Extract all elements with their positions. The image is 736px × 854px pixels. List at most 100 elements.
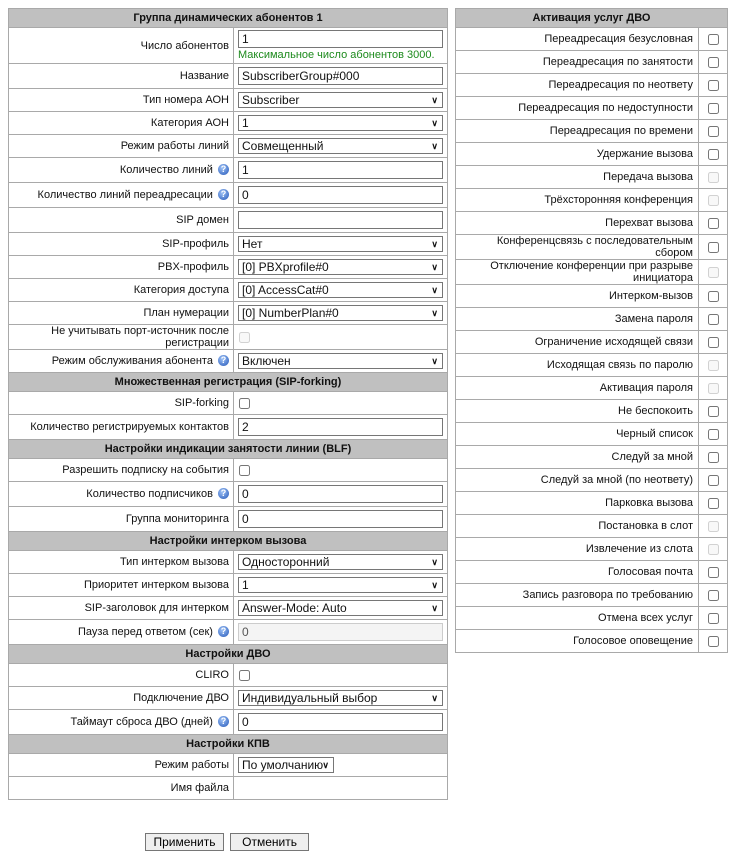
service-checkbox[interactable] [708,148,719,160]
field-label-cell: Количество линий переадресации ? [8,182,234,208]
service-row: Удержание вызова [455,142,728,166]
field-value-cell: 0 [233,481,448,507]
field-input[interactable]: 0 [238,713,443,731]
field-value-cell [233,207,448,233]
field-label-cell: Подключение ДВО [8,686,234,710]
service-checkbox[interactable] [708,217,719,229]
form-row: SIP-заголовок для интерком Answer-Mode: A… [8,596,448,620]
form-row: Режим обслуживания абонента ? Включен ∨ [8,349,448,373]
service-row: Активация пароля [455,376,728,400]
service-checkbox[interactable] [708,428,719,440]
field-input[interactable] [238,211,443,229]
help-icon[interactable]: ? [218,355,229,366]
field-hint: Максимальное число абонентов 3000. [238,49,435,61]
field-select[interactable]: [0] NumberPlan#0 ∨ [238,305,443,321]
service-label: Переадресация по недоступности [455,96,699,120]
field-label-cell: Пауза перед ответом (сек) ? [8,619,234,645]
service-row: Отключение конференции при разрыве иници… [455,259,728,285]
service-checkbox[interactable] [708,474,719,486]
cancel-button[interactable]: Отменить [230,833,310,851]
service-checkbox[interactable] [708,589,719,601]
field-select[interactable]: 1 ∨ [238,115,443,131]
field-input[interactable]: 1 [238,30,443,48]
service-checkbox [708,543,719,555]
service-label: Исходящая связь по паролю [455,353,699,377]
field-select[interactable]: 1 ∨ [238,577,443,593]
selected-option: [0] PBXprofile#0 [242,260,329,274]
service-label: Постановка в слот [455,514,699,538]
service-checkbox[interactable] [708,451,719,463]
service-label: Перехват вызова [455,211,699,235]
service-row: Не беспокоить [455,399,728,423]
service-label: Следуй за мной (по неответу) [455,468,699,492]
service-label: Переадресация по времени [455,119,699,143]
field-label: Разрешить подписку на события [62,464,229,476]
help-icon[interactable]: ? [218,189,229,200]
service-checkbox-cell [698,560,728,584]
form-row: Подключение ДВО Индивидуальный выбор ∨ [8,686,448,710]
field-select[interactable]: Индивидуальный выбор ∨ [238,690,443,706]
service-checkbox[interactable] [708,56,719,68]
field-checkbox [239,331,250,343]
field-select[interactable]: Subscriber ∨ [238,92,443,108]
field-label: SIP-заголовок для интерком [84,602,229,614]
service-checkbox[interactable] [708,612,719,624]
field-label: Режим работы линий [120,140,229,152]
field-select[interactable]: По умолчанию ∨ [238,757,334,773]
help-icon[interactable]: ? [218,164,229,175]
field-checkbox[interactable] [239,397,250,409]
service-checkbox[interactable] [708,405,719,417]
field-label: Таймаут сброса ДВО (дней) [70,716,213,728]
field-input[interactable]: SubscriberGroup#000 [238,67,443,85]
help-icon[interactable]: ? [218,626,229,637]
service-checkbox[interactable] [708,33,719,45]
field-select[interactable]: Включен ∨ [238,353,443,369]
field-value-cell [233,776,448,800]
field-label: PBX-профиль [157,261,229,273]
field-select[interactable]: [0] AccessCat#0 ∨ [238,282,443,298]
form-row: План нумерации [0] NumberPlan#0 ∨ [8,301,448,325]
field-select[interactable]: [0] PBXprofile#0 ∨ [238,259,443,275]
field-label: Тип интерком вызова [119,556,229,568]
form-row: Тип интерком вызова Односторонний ∨ [8,550,448,574]
service-label: Интерком-вызов [455,284,699,308]
field-select[interactable]: Совмещенный ∨ [238,138,443,154]
field-select[interactable]: Нет ∨ [238,236,443,252]
chevron-down-icon: ∨ [431,95,438,105]
apply-button[interactable]: Применить [145,833,224,851]
form-row: Количество линий переадресации ? 0 [8,182,448,208]
chevron-down-icon: ∨ [431,308,438,318]
service-checkbox-cell [698,445,728,469]
field-input[interactable]: 2 [238,418,443,436]
service-label: Отключение конференции при разрыве иници… [455,259,699,285]
service-checkbox-cell [698,307,728,331]
service-row: Запись разговора по требованию [455,583,728,607]
field-input[interactable]: 0 [238,186,443,204]
service-checkbox[interactable] [708,102,719,114]
field-select[interactable]: Односторонний ∨ [238,554,443,570]
field-select[interactable]: Answer-Mode: Auto ∨ [238,600,443,616]
help-icon[interactable]: ? [218,488,229,499]
service-row: Конференцсвязь с последовательным сбором [455,234,728,260]
service-checkbox[interactable] [708,635,719,647]
help-icon[interactable]: ? [218,716,229,727]
service-checkbox-cell [698,284,728,308]
service-checkbox[interactable] [708,566,719,578]
section-title: Настройки ДВО [8,644,448,664]
field-input[interactable]: 1 [238,161,443,179]
service-checkbox[interactable] [708,290,719,302]
service-checkbox[interactable] [708,241,719,253]
field-input[interactable]: 0 [238,510,443,528]
field-checkbox[interactable] [239,464,250,476]
service-checkbox[interactable] [708,125,719,137]
form-row: Не учитывать порт-источник после регистр… [8,324,448,350]
service-checkbox[interactable] [708,79,719,91]
service-checkbox-cell [698,96,728,120]
selected-option: 1 [242,116,249,130]
selected-option: [0] NumberPlan#0 [242,306,339,320]
field-checkbox[interactable] [239,669,250,681]
service-checkbox[interactable] [708,497,719,509]
field-input[interactable]: 0 [238,485,443,503]
service-checkbox[interactable] [708,336,719,348]
service-checkbox[interactable] [708,313,719,325]
